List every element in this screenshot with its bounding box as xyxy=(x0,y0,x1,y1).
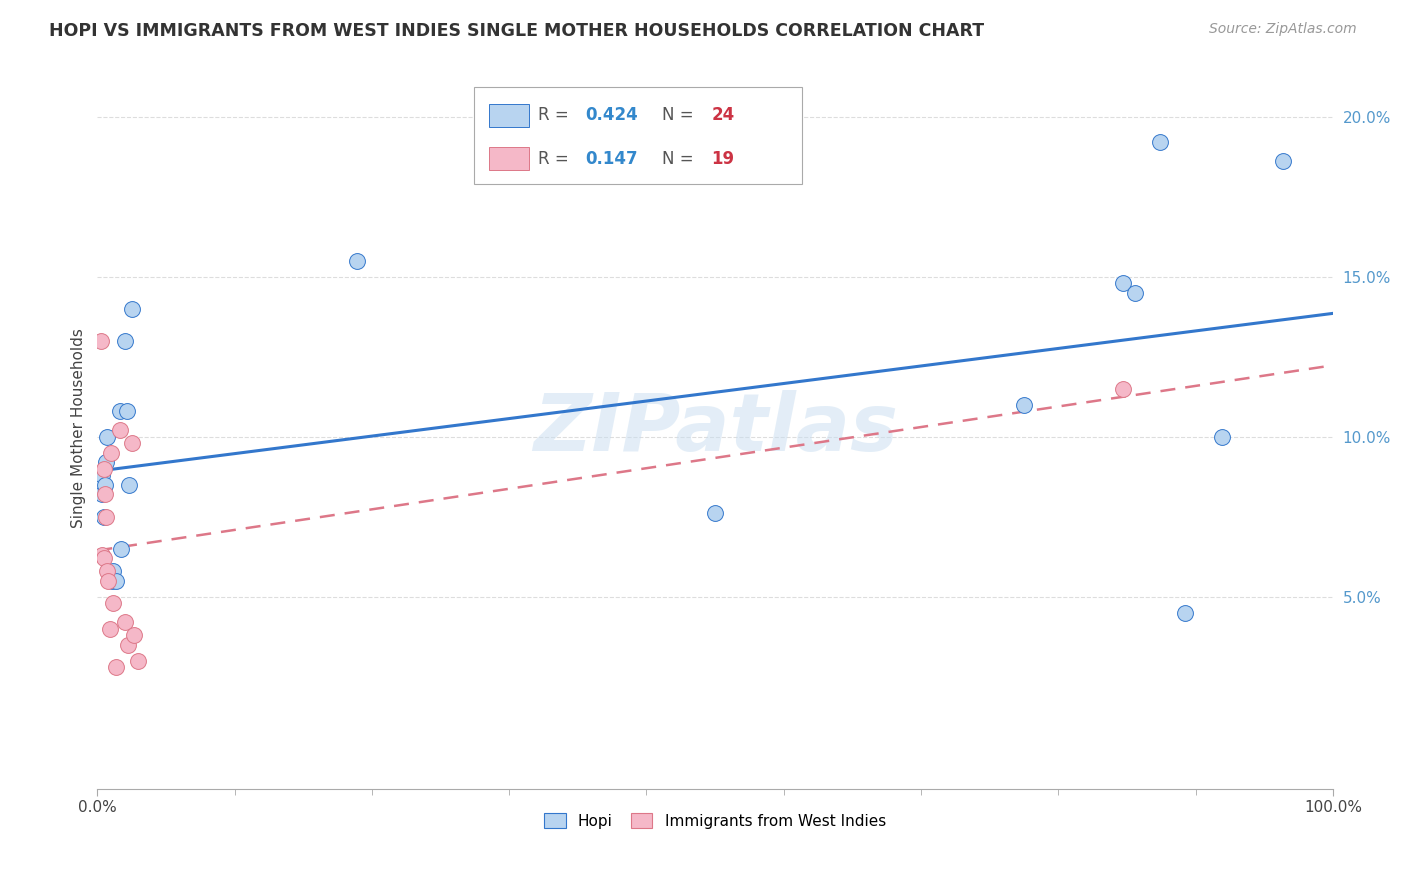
Text: R =: R = xyxy=(538,150,575,168)
Text: ZIPatlas: ZIPatlas xyxy=(533,390,897,467)
Text: HOPI VS IMMIGRANTS FROM WEST INDIES SINGLE MOTHER HOUSEHOLDS CORRELATION CHART: HOPI VS IMMIGRANTS FROM WEST INDIES SING… xyxy=(49,22,984,40)
Point xyxy=(96,564,118,578)
Text: R =: R = xyxy=(538,106,575,124)
Point xyxy=(121,436,143,450)
Point xyxy=(104,574,127,588)
Point xyxy=(93,461,115,475)
Point xyxy=(1123,285,1146,300)
Point xyxy=(94,477,117,491)
Text: N =: N = xyxy=(662,106,699,124)
Text: 19: 19 xyxy=(711,150,734,168)
Point xyxy=(91,487,114,501)
Point xyxy=(704,506,727,520)
Point xyxy=(100,445,122,459)
Point xyxy=(127,653,149,667)
Y-axis label: Single Mother Households: Single Mother Households xyxy=(72,328,86,528)
Point xyxy=(96,429,118,443)
Text: 0.147: 0.147 xyxy=(585,150,638,168)
Point xyxy=(98,622,121,636)
Point xyxy=(124,628,146,642)
Point xyxy=(1112,382,1135,396)
Point xyxy=(103,596,125,610)
Point xyxy=(121,301,143,316)
Point xyxy=(1211,429,1233,443)
Bar xyxy=(489,147,529,170)
Point xyxy=(94,455,117,469)
Point xyxy=(103,564,125,578)
Point xyxy=(346,253,368,268)
Point xyxy=(94,509,117,524)
Point xyxy=(114,615,136,629)
Bar xyxy=(489,103,529,127)
Point xyxy=(104,660,127,674)
Point xyxy=(108,404,131,418)
Point xyxy=(1149,135,1171,149)
Point xyxy=(1012,398,1035,412)
Point xyxy=(93,551,115,566)
Text: Source: ZipAtlas.com: Source: ZipAtlas.com xyxy=(1209,22,1357,37)
Point xyxy=(93,509,115,524)
Point xyxy=(91,467,114,482)
Point xyxy=(94,487,117,501)
Point xyxy=(115,404,138,418)
Point xyxy=(1112,276,1135,290)
Point xyxy=(91,548,114,562)
Point xyxy=(117,638,139,652)
Text: 24: 24 xyxy=(711,106,735,124)
Point xyxy=(108,423,131,437)
Text: 0.424: 0.424 xyxy=(585,106,638,124)
Text: N =: N = xyxy=(662,150,699,168)
Point xyxy=(114,334,136,348)
Point xyxy=(110,541,132,556)
Point xyxy=(101,574,124,588)
Point xyxy=(118,477,141,491)
Point xyxy=(97,574,120,588)
Point xyxy=(1174,606,1197,620)
FancyBboxPatch shape xyxy=(474,87,801,184)
Point xyxy=(90,334,112,348)
Point xyxy=(1272,154,1295,169)
Legend: Hopi, Immigrants from West Indies: Hopi, Immigrants from West Indies xyxy=(538,806,891,835)
